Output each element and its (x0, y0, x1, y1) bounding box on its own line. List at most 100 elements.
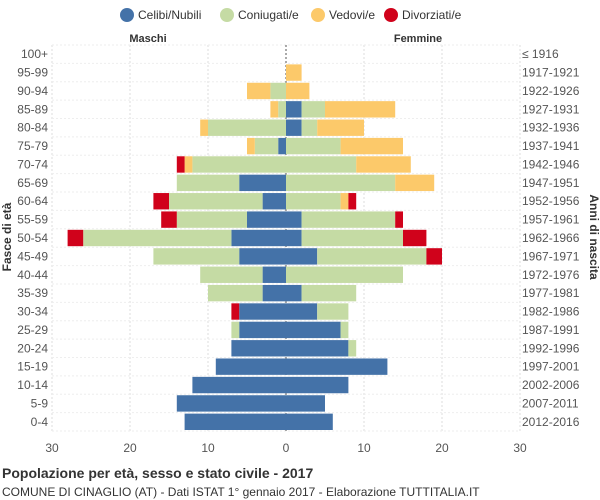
age-label: 10-14 (17, 378, 48, 392)
bar-male-coniugati-e-80-84 (208, 119, 286, 136)
birth-year-label: 1987-1991 (522, 323, 580, 337)
bar-female-divorziati-e-45-49 (426, 248, 442, 265)
birth-year-label: 1927-1931 (522, 102, 580, 116)
birth-year-label: 1942-1946 (522, 157, 580, 171)
bar-female-celibi-nubili-85-89 (286, 101, 302, 118)
bar-male-vedovi-e-75-79 (247, 137, 255, 155)
birth-year-label: 1982-1986 (522, 305, 580, 319)
females-side-label: Femmine (394, 33, 442, 45)
bar-female-celibi-nubili-15-19 (286, 358, 388, 375)
bar-female-vedovi-e-95-99 (286, 64, 302, 81)
bar-female-celibi-nubili-5-9 (286, 395, 325, 412)
age-label: 90-94 (17, 84, 48, 98)
bar-female-coniugati-e-35-39 (301, 284, 357, 302)
bar-female-celibi-nubili-0-4 (286, 413, 333, 430)
bar-female-celibi-nubili-20-24 (286, 340, 349, 357)
bar-male-vedovi-e-85-89 (270, 101, 279, 118)
bar-male-celibi-nubili-0-4 (184, 413, 286, 430)
x-tick-label: 20 (435, 441, 449, 455)
birth-year-label: 1947-1951 (522, 176, 580, 190)
age-label: 60-64 (17, 194, 48, 208)
bar-female-vedovi-e-75-79 (340, 137, 403, 155)
bar-male-coniugati-e-75-79 (254, 137, 279, 155)
bar-male-coniugati-e-25-29 (231, 321, 240, 339)
y-axis-title-left: Fasce di età (0, 202, 14, 271)
bar-female-celibi-nubili-25-29 (286, 321, 341, 339)
bar-female-vedovi-e-85-89 (325, 101, 396, 118)
bar-female-coniugati-e-70-74 (286, 156, 357, 173)
x-tick-label: 30 (513, 441, 527, 455)
legend-label-coniugati-e: Coniugati/e (238, 8, 299, 22)
legend-swatch-celibi-nubili (120, 8, 134, 22)
birth-year-label: 1972-1976 (522, 268, 580, 282)
bar-female-coniugati-e-80-84 (301, 119, 318, 136)
bar-male-celibi-nubili-10-14 (192, 376, 286, 394)
bar-female-coniugati-e-55-59 (301, 211, 396, 228)
bar-male-celibi-nubili-20-24 (231, 340, 286, 357)
bar-male-celibi-nubili-45-49 (239, 248, 286, 265)
bar-female-divorziati-e-50-54 (403, 229, 427, 247)
birth-year-label: 1957-1961 (522, 213, 580, 227)
bar-female-vedovi-e-90-94 (286, 82, 310, 100)
age-label: 15-19 (17, 360, 48, 374)
age-label: 55-59 (17, 213, 48, 227)
age-label: 45-49 (17, 249, 48, 263)
x-tick-label: 0 (283, 441, 290, 455)
age-group-labels: 100+ 95-99 90-94 85-89 80-84 75-79 70-74 65-69 6… (17, 47, 48, 429)
bar-male-coniugati-e-35-39 (208, 284, 263, 302)
age-label: 95-99 (17, 66, 48, 80)
bar-male-divorziati-e-60-64 (153, 193, 169, 210)
bar-male-celibi-nubili-30-34 (239, 303, 286, 320)
birth-year-labels: ≤ 1916 1917-1921 1922-1926 1927-1931 1932-19… (522, 47, 580, 429)
bar-female-vedovi-e-60-64 (340, 193, 349, 210)
x-tick-label: 10 (357, 441, 371, 455)
chart-title: Popolazione per età, sesso e stato civil… (2, 465, 314, 481)
bar-female-coniugati-e-45-49 (317, 248, 427, 265)
bar-male-vedovi-e-70-74 (184, 156, 193, 173)
grid-lines (51, 44, 521, 432)
bar-female-vedovi-e-70-74 (356, 156, 411, 173)
bar-male-coniugati-e-40-44 (200, 266, 263, 283)
age-label: 30-34 (17, 305, 48, 319)
bar-male-coniugati-e-45-49 (153, 248, 240, 265)
bar-female-coniugati-e-20-24 (348, 340, 357, 357)
birth-year-label: 1997-2001 (522, 360, 580, 374)
bar-female-divorziati-e-60-64 (348, 193, 357, 210)
males-side-label: Maschi (129, 33, 166, 45)
bar-male-coniugati-e-90-94 (270, 82, 286, 100)
bar-male-celibi-nubili-15-19 (215, 358, 286, 375)
x-axis-tick-labels: 30 20 10 0 10 20 30 (45, 441, 527, 455)
age-label: 35-39 (17, 286, 48, 300)
age-label: 75-79 (17, 139, 48, 153)
bar-male-vedovi-e-80-84 (200, 119, 208, 136)
legend-label-celibi-nubili: Celibi/Nubili (138, 8, 201, 22)
bar-female-coniugati-e-60-64 (286, 193, 341, 210)
bar-female-celibi-nubili-45-49 (286, 248, 318, 265)
age-label: 80-84 (17, 121, 48, 135)
birth-year-label: 1967-1971 (522, 249, 580, 263)
bar-male-celibi-nubili-75-79 (278, 137, 286, 155)
age-label: 100+ (21, 47, 48, 61)
bar-male-coniugati-e-55-59 (176, 211, 247, 228)
bar-male-celibi-nubili-5-9 (176, 395, 286, 412)
bar-female-celibi-nubili-55-59 (286, 211, 302, 228)
age-label: 65-69 (17, 176, 48, 190)
bar-female-divorziati-e-55-59 (395, 211, 403, 228)
bar-female-coniugati-e-30-34 (317, 303, 349, 320)
bar-male-celibi-nubili-60-64 (262, 193, 286, 210)
bar-male-divorziati-e-50-54 (67, 229, 84, 247)
age-label: 70-74 (17, 157, 48, 171)
bar-male-divorziati-e-55-59 (161, 211, 177, 228)
age-label: 25-29 (17, 323, 48, 337)
bar-male-coniugati-e-60-64 (169, 193, 263, 210)
bar-male-coniugati-e-50-54 (83, 229, 232, 247)
birth-year-label: 1932-1936 (522, 121, 580, 135)
bar-female-coniugati-e-40-44 (286, 266, 403, 283)
bar-female-coniugati-e-65-69 (286, 174, 396, 192)
x-tick-label: 20 (123, 441, 137, 455)
bars-group (67, 64, 442, 430)
legend: Celibi/Nubili Coniugati/e Vedovi/e Divorzia… (120, 8, 462, 22)
bar-female-celibi-nubili-10-14 (286, 376, 349, 394)
age-label: 85-89 (17, 102, 48, 116)
bar-female-coniugati-e-75-79 (286, 137, 341, 155)
